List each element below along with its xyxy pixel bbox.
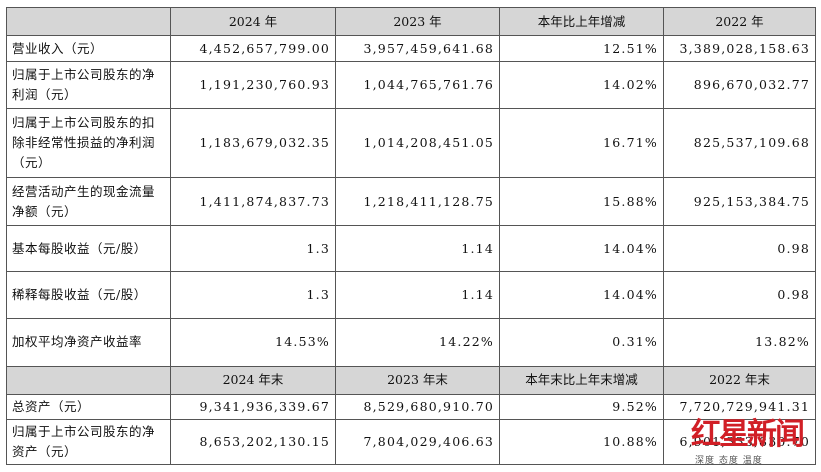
table-row: 归属于上市公司股东的净利润（元） 1,191,230,760.93 1,044,… bbox=[6, 60, 816, 110]
value-2023: 7,804,029,406.63 bbox=[335, 419, 500, 465]
value-2023: 1.14 bbox=[335, 224, 500, 273]
value-2022: 0.98 bbox=[663, 224, 816, 273]
watermark-tagline: 深度 态度 温度 bbox=[695, 456, 763, 466]
value-2024: 1.3 bbox=[170, 271, 336, 320]
value-2023: 3,957,459,641.68 bbox=[335, 35, 500, 62]
value-2024: 8,653,202,130.15 bbox=[170, 419, 336, 465]
value-2022: 3,389,028,158.63 bbox=[663, 35, 816, 62]
news-watermark: 红星新闻 深度 态度 温度 bbox=[691, 417, 811, 467]
value-change: 10.88% bbox=[499, 419, 664, 465]
header-2022: 2022 年 bbox=[663, 6, 816, 37]
table-header-row: 2024 年 2023 年 本年比上年增减 2022 年 bbox=[6, 6, 816, 37]
table-row: 归属于上市公司股东的扣除非经常性损益的净利润（元） 1,183,679,032.… bbox=[6, 108, 816, 179]
header-2024-end: 2024 年末 bbox=[170, 365, 336, 396]
value-change: 14.04% bbox=[499, 271, 664, 320]
value-2023: 14.22% bbox=[335, 318, 500, 367]
row-label: 总资产（元） bbox=[6, 394, 171, 421]
value-2024: 14.53% bbox=[170, 318, 336, 367]
value-2023: 1.14 bbox=[335, 271, 500, 320]
value-change: 14.04% bbox=[499, 224, 664, 273]
value-change: 9.52% bbox=[499, 394, 664, 421]
value-change: 12.51% bbox=[499, 35, 664, 62]
value-2023: 1,044,765,761.76 bbox=[335, 60, 500, 110]
subheader-blank-cell bbox=[6, 365, 171, 396]
table-row: 加权平均净资产收益率 14.53% 14.22% 0.31% 13.82% bbox=[6, 318, 816, 367]
value-2022: 825,537,109.68 bbox=[663, 108, 816, 179]
financial-summary-table: 2024 年 2023 年 本年比上年增减 2022 年 营业收入（元） 4,4… bbox=[6, 6, 816, 465]
value-2023: 1,218,411,128.75 bbox=[335, 177, 500, 226]
value-change: 16.71% bbox=[499, 108, 664, 179]
row-label: 归属于上市公司股东的净资产（元） bbox=[6, 419, 171, 465]
row-label: 稀释每股收益（元/股） bbox=[6, 271, 171, 320]
table-row: 稀释每股收益（元/股） 1.3 1.14 14.04% 0.98 bbox=[6, 271, 816, 320]
watermark-brand: 红星新闻 bbox=[691, 417, 805, 452]
value-2022: 0.98 bbox=[663, 271, 816, 320]
value-2022: 6,901,333,830.70 bbox=[663, 419, 816, 465]
value-2024: 4,452,657,799.00 bbox=[170, 35, 336, 62]
row-label: 加权平均净资产收益率 bbox=[6, 318, 171, 367]
header-change-end: 本年末比上年末增减 bbox=[499, 365, 664, 396]
row-label: 经营活动产生的现金流量净额（元） bbox=[6, 177, 171, 226]
value-change: 0.31% bbox=[499, 318, 664, 367]
table-row: 归属于上市公司股东的净资产（元） 8,653,202,130.15 7,804,… bbox=[6, 419, 816, 465]
header-2023: 2023 年 bbox=[335, 6, 500, 37]
value-2024: 1,183,679,032.35 bbox=[170, 108, 336, 179]
value-change: 15.88% bbox=[499, 177, 664, 226]
table-row: 营业收入（元） 4,452,657,799.00 3,957,459,641.6… bbox=[6, 35, 816, 62]
table-row: 经营活动产生的现金流量净额（元） 1,411,874,837.73 1,218,… bbox=[6, 177, 816, 226]
value-2022: 13.82% bbox=[663, 318, 816, 367]
row-label: 归属于上市公司股东的净利润（元） bbox=[6, 60, 171, 110]
table-row: 基本每股收益（元/股） 1.3 1.14 14.04% 0.98 bbox=[6, 224, 816, 273]
value-2022: 925,153,384.75 bbox=[663, 177, 816, 226]
table-row: 总资产（元） 9,341,936,339.67 8,529,680,910.70… bbox=[6, 394, 816, 421]
value-2023: 1,014,208,451.05 bbox=[335, 108, 500, 179]
row-label: 基本每股收益（元/股） bbox=[6, 224, 171, 273]
value-2022: 896,670,032.77 bbox=[663, 60, 816, 110]
value-change: 14.02% bbox=[499, 60, 664, 110]
value-2022: 7,720,729,941.31 bbox=[663, 394, 816, 421]
value-2024: 1.3 bbox=[170, 224, 336, 273]
header-2024: 2024 年 bbox=[170, 6, 336, 37]
value-2023: 8,529,680,910.70 bbox=[335, 394, 500, 421]
table-subheader-row: 2024 年末 2023 年末 本年末比上年末增减 2022 年末 bbox=[6, 365, 816, 396]
header-2022-end: 2022 年末 bbox=[663, 365, 816, 396]
header-blank-cell bbox=[6, 6, 171, 37]
row-label: 营业收入（元） bbox=[6, 35, 171, 62]
value-2024: 1,191,230,760.93 bbox=[170, 60, 336, 110]
row-label: 归属于上市公司股东的扣除非经常性损益的净利润（元） bbox=[6, 108, 171, 179]
header-change: 本年比上年增减 bbox=[499, 6, 664, 37]
header-2023-end: 2023 年末 bbox=[335, 365, 500, 396]
value-2024: 9,341,936,339.67 bbox=[170, 394, 336, 421]
value-2024: 1,411,874,837.73 bbox=[170, 177, 336, 226]
